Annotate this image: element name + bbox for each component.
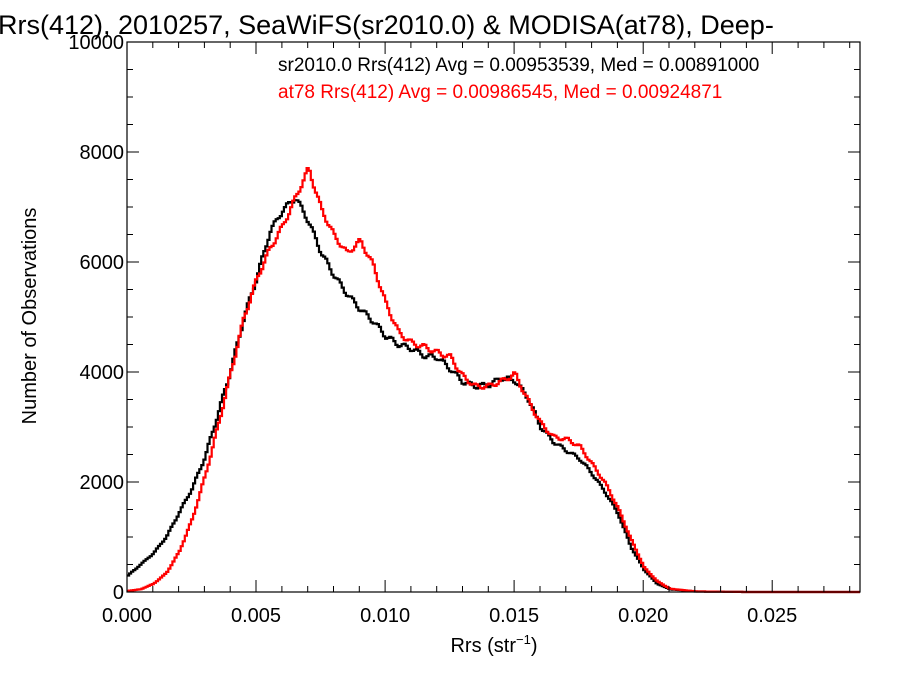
y-tick-label: 8000 [80, 142, 125, 164]
series-line-sr2010.0 [127, 199, 860, 594]
x-tick-label: 0.015 [489, 605, 539, 627]
x-axis-ticks [126, 42, 851, 592]
y-tick-label: 2000 [80, 472, 125, 494]
y-axis-tick-labels: 0 2000 4000 6000 8000 10000 [68, 32, 124, 604]
chart-title: Rrs(412), 2010257, SeaWiFS(sr2010.0) & M… [0, 10, 774, 40]
x-axis-tick-labels: 0.000 0.005 0.010 0.015 0.020 0.025 [102, 605, 797, 627]
series-annotation-at78: at78 Rrs(412) Avg = 0.00986545, Med = 0.… [278, 82, 722, 103]
x-tick-label: 0.025 [747, 605, 797, 627]
x-tick-label: 0.005 [231, 605, 281, 627]
series-annotation-sr2010: sr2010.0 Rrs(412) Avg = 0.00953539, Med … [278, 55, 759, 76]
series-line-at78 [127, 167, 860, 594]
x-axis-label-superscript: −1 [516, 632, 531, 647]
y-tick-label: 0 [113, 582, 124, 604]
x-axis-label-text: Rrs (str [450, 635, 516, 657]
plot-lines [127, 167, 860, 594]
plot-frame [126, 41, 861, 593]
x-axis-label-close: ) [531, 635, 538, 657]
y-tick-label: 10000 [68, 32, 124, 54]
x-tick-label: 0.020 [618, 605, 668, 627]
x-tick-label: 0.010 [360, 605, 410, 627]
y-tick-label: 6000 [80, 252, 125, 274]
y-axis-label: Number of Observations [19, 208, 41, 425]
y-tick-label: 4000 [80, 362, 125, 384]
y-axis-ticks [127, 41, 860, 593]
x-tick-label: 0.000 [102, 605, 152, 627]
x-axis-label: Rrs (str−1) [450, 632, 537, 657]
